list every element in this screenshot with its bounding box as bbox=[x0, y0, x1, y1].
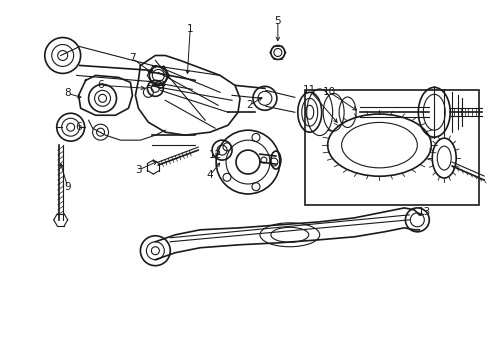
Text: 2: 2 bbox=[246, 100, 253, 110]
Text: 11: 11 bbox=[303, 85, 316, 95]
Text: 5: 5 bbox=[274, 15, 281, 26]
Text: 4: 4 bbox=[206, 170, 213, 180]
Bar bbox=[304, 90, 478, 205]
Text: 1: 1 bbox=[186, 24, 193, 33]
Text: 9: 9 bbox=[64, 182, 71, 192]
Text: 7: 7 bbox=[129, 54, 136, 63]
Text: 12: 12 bbox=[208, 150, 221, 160]
Text: 6: 6 bbox=[75, 122, 82, 132]
Text: 6: 6 bbox=[97, 80, 103, 90]
Text: 8: 8 bbox=[64, 88, 71, 98]
Text: 10: 10 bbox=[323, 87, 336, 97]
Text: 13: 13 bbox=[417, 207, 430, 217]
Text: 3: 3 bbox=[135, 165, 142, 175]
